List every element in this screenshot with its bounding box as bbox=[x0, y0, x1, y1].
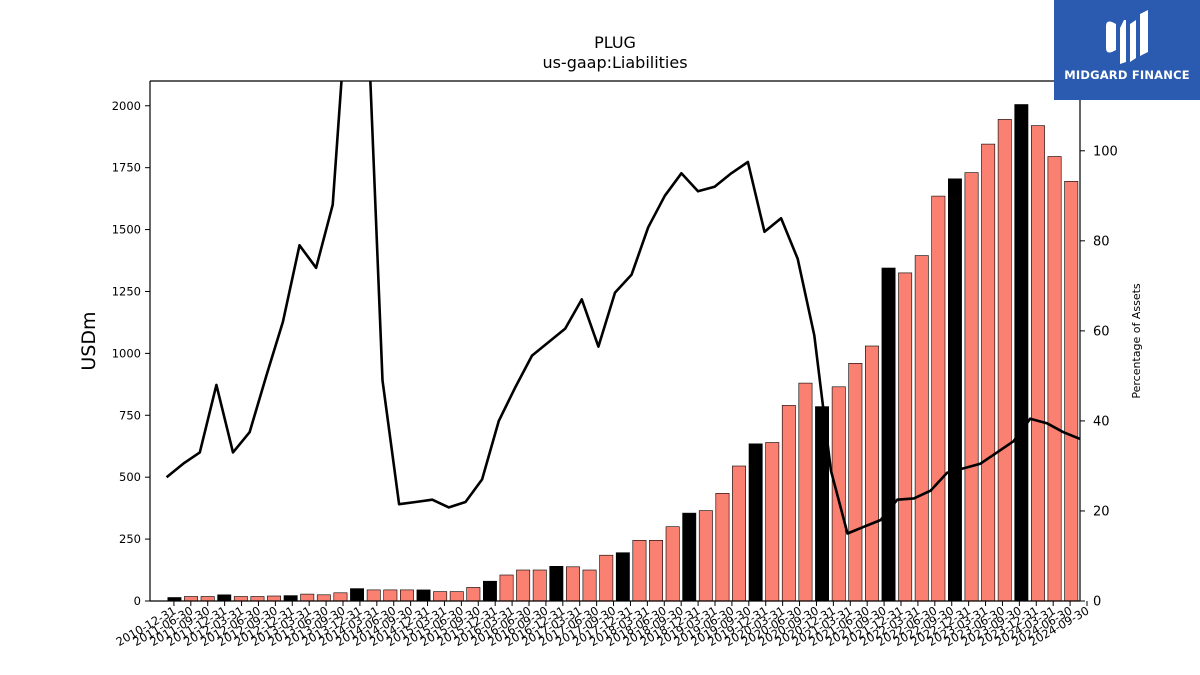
bar-44 bbox=[898, 272, 913, 602]
y2-tick-label: 60 bbox=[1093, 324, 1110, 339]
bar-41 bbox=[848, 362, 863, 602]
chart-title: PLUG bbox=[594, 33, 636, 52]
bar-8 bbox=[300, 593, 315, 602]
bar-51 bbox=[1014, 104, 1029, 602]
bar-29 bbox=[649, 539, 664, 602]
bar-5 bbox=[250, 596, 265, 602]
bar-43 bbox=[881, 267, 896, 602]
bar-26 bbox=[599, 554, 614, 602]
y-tick-label: 250 bbox=[119, 532, 141, 546]
bar-22 bbox=[532, 569, 547, 602]
bar-54 bbox=[1064, 181, 1079, 602]
bar-15 bbox=[416, 589, 431, 602]
bar-17 bbox=[449, 591, 464, 602]
bar-18 bbox=[466, 587, 481, 602]
midgard-finance-logo: MIDGARD FINANCE bbox=[1054, 0, 1200, 100]
bar-49 bbox=[981, 143, 996, 602]
bar-1 bbox=[184, 596, 198, 602]
bar-21 bbox=[516, 569, 531, 602]
bar-35 bbox=[748, 443, 763, 602]
bar-25 bbox=[582, 569, 597, 602]
y2-tick-label: 0 bbox=[1093, 595, 1101, 610]
y-tick-label: 2000 bbox=[112, 99, 141, 113]
y-tick-label: 750 bbox=[119, 408, 141, 422]
logo-mark-icon bbox=[1106, 10, 1148, 64]
y-tick-label: 1500 bbox=[112, 223, 141, 237]
bar-24 bbox=[565, 566, 580, 602]
bar-4 bbox=[233, 596, 248, 602]
bar-45 bbox=[914, 255, 929, 602]
bar-40 bbox=[831, 386, 846, 602]
bar-33 bbox=[715, 492, 730, 602]
bar-2 bbox=[200, 596, 215, 602]
line-layer bbox=[165, 81, 1080, 535]
bar-3 bbox=[217, 594, 232, 602]
bar-19 bbox=[482, 580, 497, 602]
bar-13 bbox=[383, 589, 398, 602]
bar-6 bbox=[267, 595, 281, 602]
y2-tick-label: 20 bbox=[1093, 504, 1110, 519]
bar-23 bbox=[549, 565, 564, 602]
bar-7 bbox=[283, 595, 298, 602]
y2-axis-label: Percentage of Assets bbox=[1130, 283, 1143, 399]
bar-11 bbox=[350, 588, 364, 602]
bar-42 bbox=[864, 345, 879, 602]
bar-16 bbox=[433, 591, 448, 602]
bar-47 bbox=[947, 178, 962, 602]
bars-layer bbox=[167, 104, 1079, 602]
bar-31 bbox=[682, 512, 697, 602]
bar-28 bbox=[632, 539, 647, 602]
bar-34 bbox=[732, 465, 747, 602]
y-tick-label: 1000 bbox=[112, 346, 141, 360]
bar-52 bbox=[1031, 125, 1045, 602]
bar-12 bbox=[366, 589, 381, 602]
bar-37 bbox=[781, 405, 796, 602]
y2-tick-label: 100 bbox=[1093, 144, 1118, 159]
bar-10 bbox=[333, 592, 348, 602]
percentage-line bbox=[165, 81, 1080, 535]
bar-48 bbox=[964, 172, 979, 602]
axes-layer: 0 250 500 750 1000 1250 1500 1750 2000 0 20 40 60 80 1… bbox=[112, 80, 1118, 649]
bar-53 bbox=[1047, 156, 1062, 602]
y-tick-label: 1250 bbox=[112, 284, 141, 298]
y-tick-label: 500 bbox=[119, 470, 141, 484]
bar-9 bbox=[316, 594, 331, 602]
bar-38 bbox=[798, 382, 813, 602]
bar-30 bbox=[665, 526, 680, 602]
y2-tick-label: 80 bbox=[1093, 234, 1110, 249]
chart-subtitle: us-gaap:Liabilities bbox=[542, 53, 687, 72]
y-tick-label: 0 bbox=[134, 594, 141, 608]
bar-46 bbox=[931, 195, 946, 602]
y-axis-label: USDm bbox=[78, 311, 100, 370]
y2-tick-label: 40 bbox=[1093, 414, 1110, 429]
bar-20 bbox=[499, 574, 514, 602]
logo-text: MIDGARD FINANCE bbox=[1064, 68, 1190, 82]
bar-14 bbox=[399, 589, 414, 602]
bar-36 bbox=[765, 442, 780, 602]
bar-27 bbox=[615, 552, 630, 602]
bar-32 bbox=[698, 510, 713, 602]
bar-50 bbox=[997, 119, 1012, 602]
y-tick-label: 1750 bbox=[112, 161, 141, 175]
